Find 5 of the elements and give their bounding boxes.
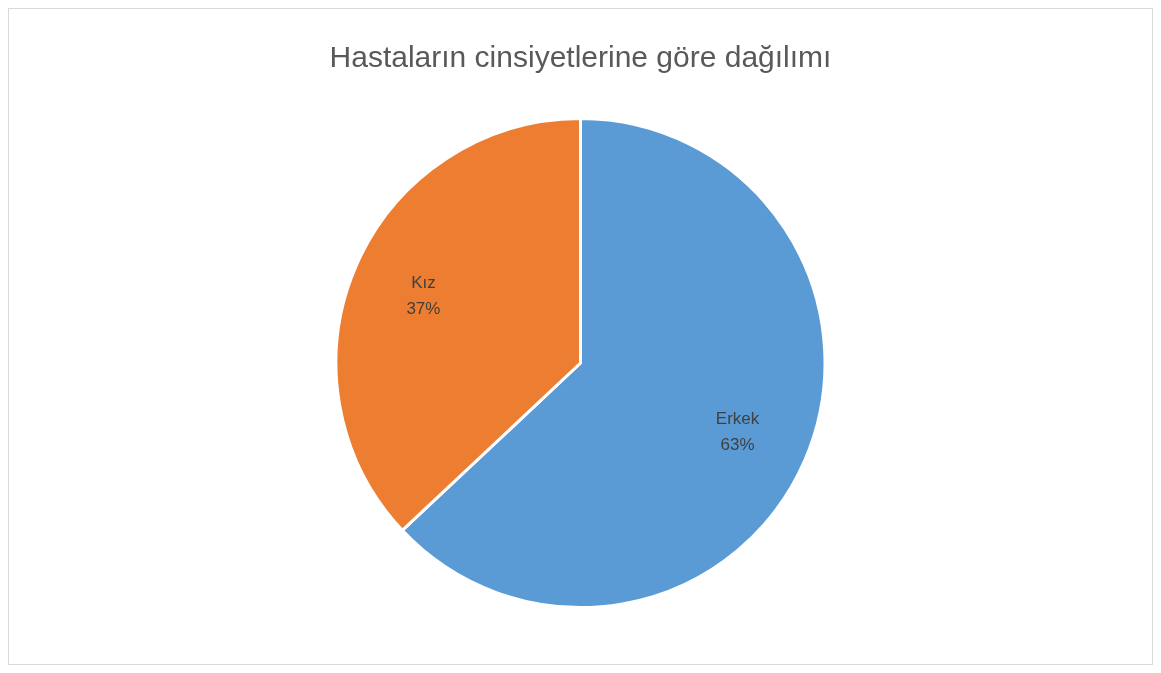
chart-title: Hastaların cinsiyetlerine göre dağılımı xyxy=(329,40,832,74)
data-label: 63% xyxy=(720,434,755,454)
slice-label: Kız xyxy=(411,272,436,292)
slice-label: Erkek xyxy=(715,408,760,428)
data-label: 37% xyxy=(406,298,441,318)
